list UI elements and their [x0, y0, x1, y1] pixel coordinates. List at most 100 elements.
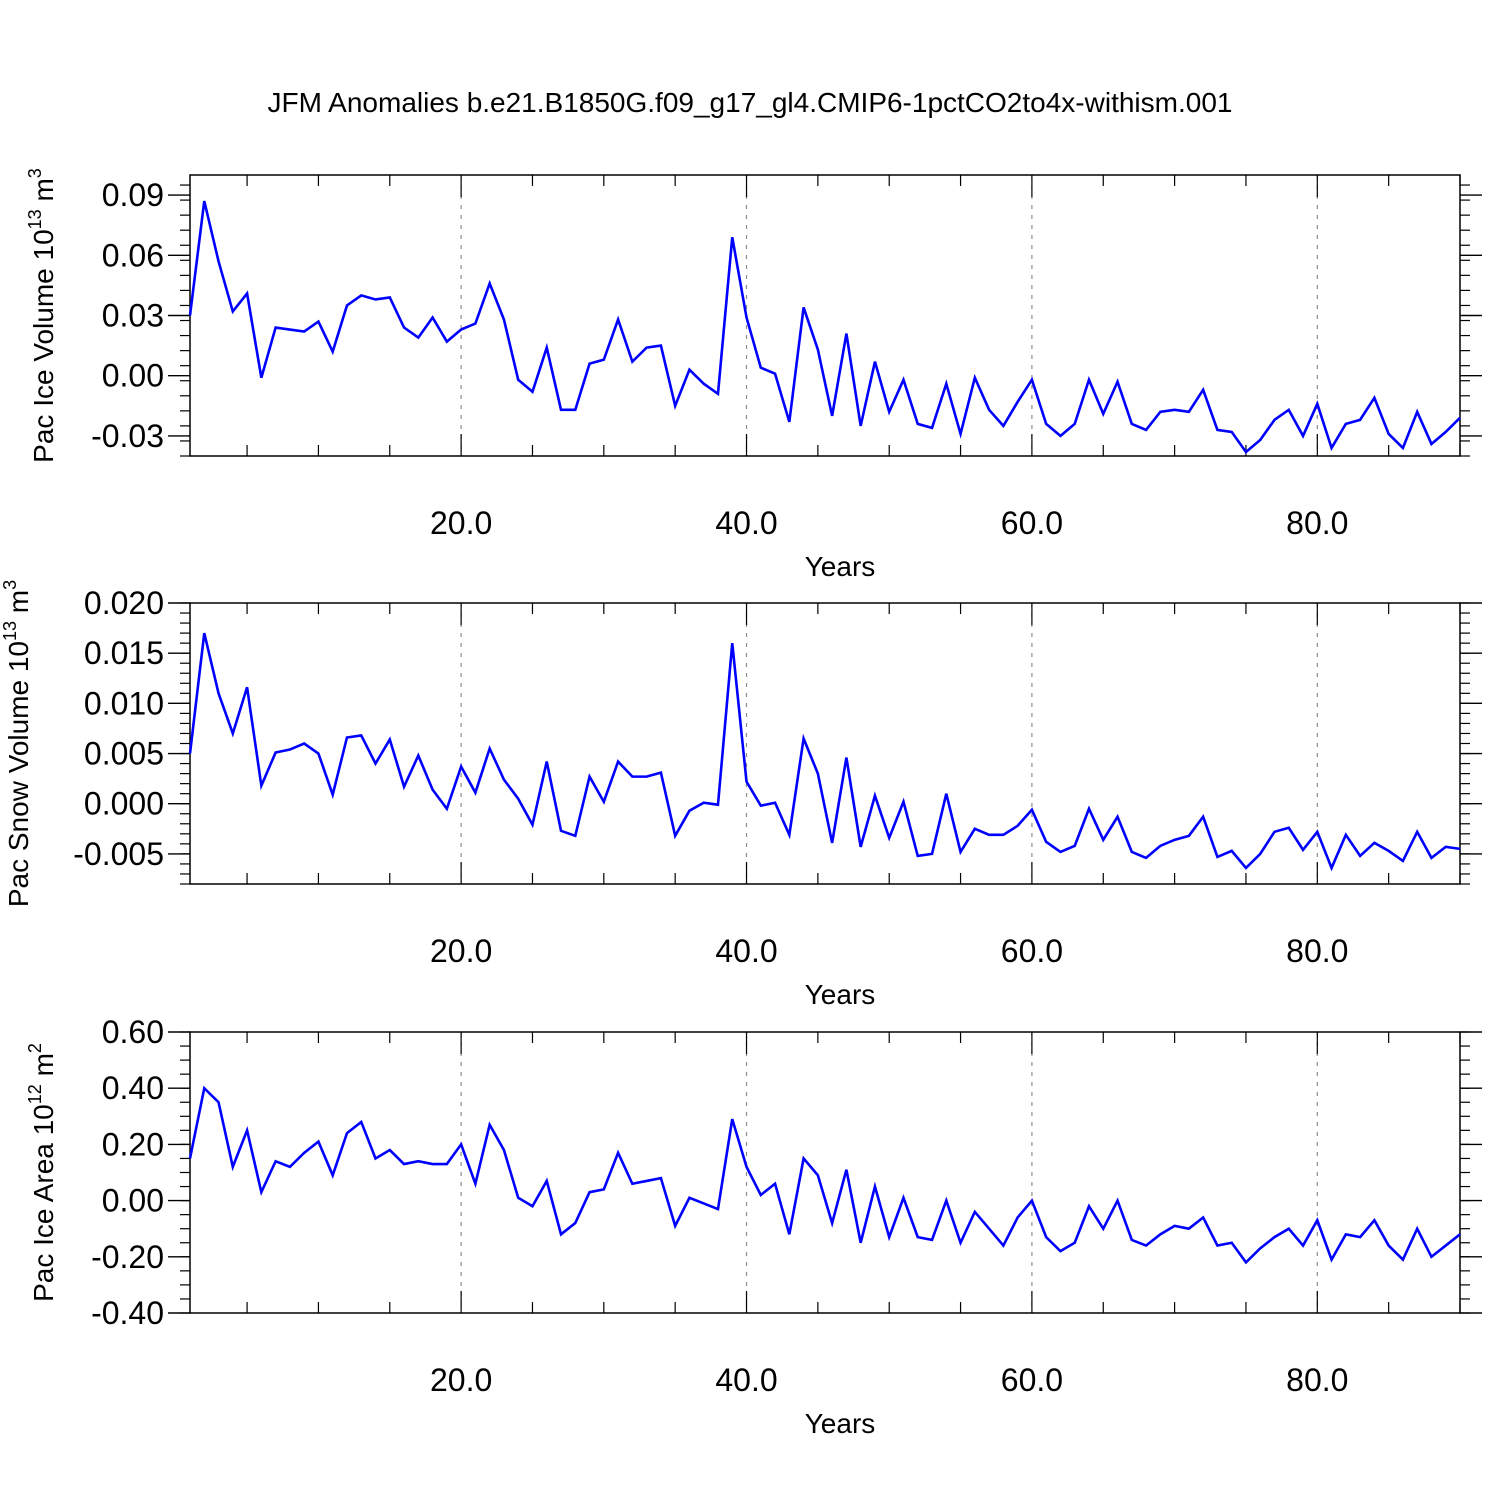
y-axis-label-part-4: 2 [25, 1043, 45, 1053]
data-point [560, 409, 562, 411]
data-point [1131, 423, 1133, 425]
data-point [303, 330, 305, 332]
x-tick-label: 80.0 [1286, 505, 1348, 541]
data-point [931, 853, 933, 855]
data-point [1230, 431, 1232, 433]
data-point [460, 765, 462, 767]
data-point [945, 383, 947, 385]
data-point [403, 1163, 405, 1165]
data-point [460, 1143, 462, 1145]
data-point [760, 366, 762, 368]
data-point [1373, 1219, 1375, 1221]
data-point [1202, 816, 1204, 818]
y-axis-label-part-3: m [28, 178, 59, 209]
data-point [1430, 857, 1432, 859]
data-point [745, 780, 747, 782]
y-axis-label-part-2: 12 [25, 1084, 45, 1104]
data-point [859, 1242, 861, 1244]
data-point [1245, 867, 1247, 869]
data-point [546, 760, 548, 762]
data-point [588, 775, 590, 777]
figure-title: JFM Anomalies b.e21.B1850G.f09_g17_gl4.C… [268, 87, 1233, 118]
data-point [331, 793, 333, 795]
data-point [289, 1166, 291, 1168]
data-point [603, 358, 605, 360]
y-axis-label-part-3: m [3, 590, 34, 621]
data-point [289, 748, 291, 750]
data-point [888, 1236, 890, 1238]
data-point [417, 754, 419, 756]
y-tick-label: 0.005 [84, 736, 164, 772]
data-point [1230, 850, 1232, 852]
data-point [1259, 853, 1261, 855]
x-tick-label: 20.0 [430, 505, 492, 541]
data-point [1031, 809, 1033, 811]
data-point [959, 851, 961, 853]
data-point [674, 1225, 676, 1227]
y-axis-label: Pac Ice Volume 1013 m3 [25, 168, 59, 463]
data-point [1345, 834, 1347, 836]
data-point [959, 433, 961, 435]
data-point [1216, 1244, 1218, 1246]
x-tick-label: 80.0 [1286, 933, 1348, 969]
data-point [1430, 1256, 1432, 1258]
y-tick-label: 0.03 [102, 298, 164, 334]
y-axis-label-part-4: 3 [0, 580, 20, 590]
data-point [260, 377, 262, 379]
data-point [974, 828, 976, 830]
data-point [1116, 1199, 1118, 1201]
data-point [717, 393, 719, 395]
data-point [446, 340, 448, 342]
y-tick-label: -0.005 [73, 836, 164, 872]
data-point [360, 1121, 362, 1123]
x-tick-label: 40.0 [715, 1362, 777, 1398]
data-point [360, 294, 362, 296]
data-point [988, 834, 990, 836]
data-point [1102, 413, 1104, 415]
data-point [1074, 423, 1076, 425]
data-point [1445, 846, 1447, 848]
data-point [817, 772, 819, 774]
y-axis-label-part-3: m [28, 1053, 59, 1084]
data-point [446, 808, 448, 810]
data-point [1402, 1258, 1404, 1260]
data-point [1316, 831, 1318, 833]
y-tick-label: 0.010 [84, 685, 164, 721]
data-point [517, 379, 519, 381]
data-point [603, 801, 605, 803]
y-tick-label: 0.000 [84, 786, 164, 822]
x-tick-label: 60.0 [1001, 1362, 1063, 1398]
data-point [1059, 1250, 1061, 1252]
data-point [1273, 831, 1275, 833]
data-point [1102, 1228, 1104, 1230]
data-point [1088, 379, 1090, 381]
y-tick-label: 0.020 [84, 585, 164, 621]
data-point [217, 1101, 219, 1103]
data-point [303, 742, 305, 744]
x-axis-label: Years [805, 979, 876, 1010]
data-point [1330, 867, 1332, 869]
data-point [1230, 1242, 1232, 1244]
data-point [1188, 1228, 1190, 1230]
data-point [802, 1157, 804, 1159]
data-point [1173, 839, 1175, 841]
data-point [660, 771, 662, 773]
data-point [831, 842, 833, 844]
y-axis-label-part-4: 3 [25, 168, 45, 178]
data-point [974, 1211, 976, 1213]
data-point [260, 784, 262, 786]
data-point [888, 411, 890, 413]
data-point [1188, 835, 1190, 837]
data-point [1316, 1219, 1318, 1221]
data-point [1273, 419, 1275, 421]
x-tick-label: 20.0 [430, 1362, 492, 1398]
series-line-1 [188, 1085, 1461, 1265]
data-point [845, 1168, 847, 1170]
data-point [1074, 1242, 1076, 1244]
data-point [1259, 1247, 1261, 1249]
data-point [588, 1191, 590, 1193]
data-point [631, 775, 633, 777]
data-point [902, 1197, 904, 1199]
data-point [1045, 423, 1047, 425]
